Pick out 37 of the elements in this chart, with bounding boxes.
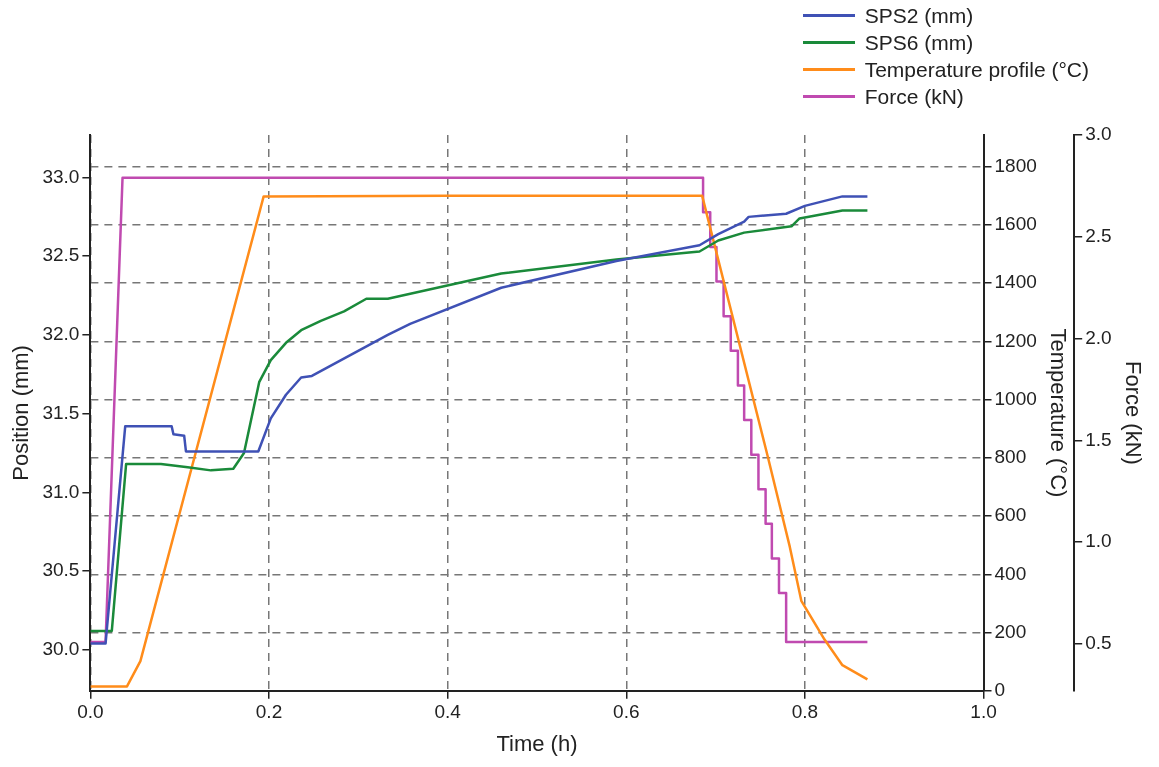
y2-tick-label: 1600 [994, 213, 1037, 235]
legend-label: Temperature profile (°C) [864, 57, 1089, 83]
y3-tick-label: 0.5 [1085, 632, 1112, 654]
x-tick-label: 0.2 [255, 701, 283, 723]
y2-axis-title: Temperature (°C) [1045, 328, 1071, 498]
y-tick-label: 31.0 [42, 480, 80, 502]
x-axis-title: Time (h) [496, 730, 578, 756]
y-tick-label: 32.5 [42, 244, 80, 266]
y3-tick-label: 1.5 [1085, 428, 1112, 450]
y-tick-label: 32.0 [42, 323, 80, 345]
y-axis-title: Position (mm) [8, 345, 34, 481]
y3-axis-title: Force (kN) [1120, 360, 1146, 465]
y3-tick-label: 2.0 [1085, 326, 1112, 348]
y2-tick-label: 800 [994, 446, 1027, 468]
legend-label: SPS2 (mm) [864, 3, 974, 29]
y2-tick-label: 1400 [994, 271, 1037, 293]
y3-tick-label: 2.5 [1085, 225, 1112, 247]
y-tick-label: 31.5 [42, 401, 80, 423]
x-tick-label: 0.0 [77, 701, 104, 723]
x-tick-label: 0.8 [791, 701, 819, 723]
y2-tick-label: 1200 [994, 329, 1037, 351]
y-tick-label: 30.5 [42, 559, 80, 581]
legend-label: Force (kN) [864, 84, 964, 110]
legend-label: SPS6 (mm) [864, 30, 974, 56]
x-tick-label: 0.6 [613, 701, 640, 723]
y2-tick-label: 200 [994, 620, 1027, 642]
y-tick-label: 33.0 [42, 165, 80, 187]
y3-tick-label: 1.0 [1085, 530, 1112, 552]
y2-tick-label: 1800 [994, 154, 1037, 176]
y-tick-label: 30.0 [42, 638, 80, 660]
y2-tick-label: 0 [994, 679, 1006, 701]
y2-tick-label: 1000 [994, 387, 1037, 409]
x-tick-label: 0.4 [434, 701, 462, 723]
y2-tick-label: 400 [994, 562, 1027, 584]
x-tick-label: 1.0 [970, 701, 997, 723]
y3-tick-label: 3.0 [1085, 123, 1112, 145]
y2-tick-label: 600 [994, 504, 1027, 526]
